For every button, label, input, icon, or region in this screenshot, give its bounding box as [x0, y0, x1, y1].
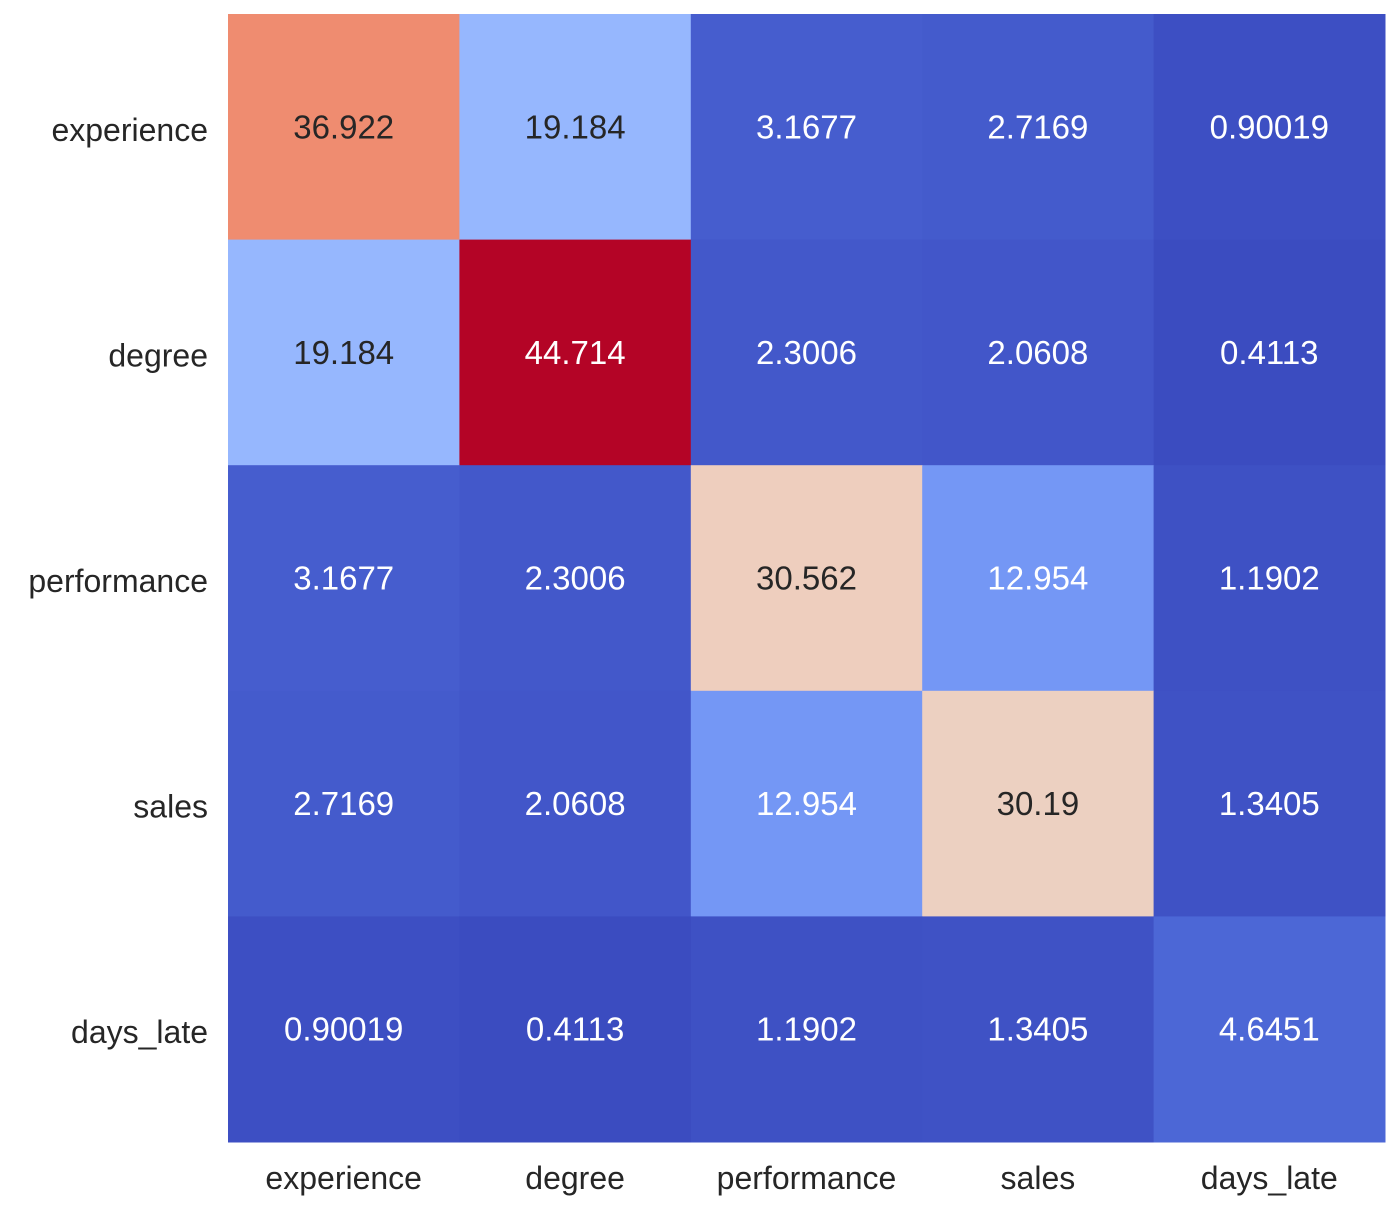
heatmap-cell-sales-days_late — [1153, 690, 1386, 917]
cell-value-performance-sales: 12.954 — [987, 560, 1088, 597]
cell-value-days_late-degree: 0.4113 — [526, 1011, 624, 1048]
x-tick-label-days_late: days_late — [1201, 1160, 1338, 1196]
heatmap-cell-degree-days_late — [1153, 239, 1386, 466]
cell-value-days_late-days_late: 4.6451 — [1219, 1011, 1320, 1048]
heatmap-cell-days_late-performance — [690, 916, 923, 1143]
cell-value-sales-degree: 2.0608 — [525, 785, 626, 822]
heatmap-cell-sales-performance — [690, 690, 923, 917]
x-tick-label-experience: experience — [265, 1160, 422, 1196]
heatmap-cell-experience-sales — [922, 14, 1155, 241]
y-axis-tick-labels: experience degree performance sales days_lat… — [28, 112, 208, 1050]
heatmap-cell-performance-days_late — [1153, 465, 1386, 692]
cell-value-experience-days_late: 0.90019 — [1210, 108, 1329, 145]
cell-value-degree-experience: 19.184 — [293, 334, 394, 371]
heatmap-cell-experience-experience — [228, 14, 460, 241]
cell-value-degree-performance: 2.3006 — [756, 334, 857, 371]
y-tick-label-degree: degree — [108, 337, 208, 373]
cell-value-experience-experience: 36.922 — [293, 108, 394, 145]
heatmap-cell-performance-sales — [922, 465, 1155, 692]
heatmap-cell-performance-performance — [690, 465, 923, 692]
cell-value-sales-experience: 2.7169 — [293, 785, 394, 822]
cell-value-degree-days_late: 0.4113 — [1220, 334, 1318, 371]
heatmap-cell-days_late-degree — [459, 916, 692, 1143]
heatmap-cell-sales-sales — [922, 690, 1155, 917]
heatmap-cell-experience-days_late — [1153, 14, 1386, 241]
cell-annotations: 36.922 19.184 3.1677 2.7169 0.90019 19.184 44.… — [284, 108, 1329, 1047]
cell-value-experience-degree: 19.184 — [525, 108, 626, 145]
cell-value-sales-performance: 12.954 — [756, 785, 857, 822]
y-tick-label-sales: sales — [133, 789, 208, 825]
cell-value-days_late-experience: 0.90019 — [284, 1011, 403, 1048]
x-axis-tick-labels: experience degree performance sales days_lat… — [265, 1160, 1337, 1196]
heatmap-cell-degree-performance — [690, 239, 923, 466]
x-tick-label-degree: degree — [525, 1160, 625, 1196]
cell-value-sales-sales: 30.19 — [997, 785, 1080, 822]
x-tick-label-performance: performance — [717, 1160, 897, 1196]
heatmap-cell-days_late-days_late — [1153, 916, 1386, 1143]
heatmap-cell-degree-degree — [459, 239, 692, 466]
cell-value-performance-degree: 2.3006 — [525, 560, 626, 597]
heatmap-cell-performance-experience — [228, 465, 460, 692]
y-tick-label-days_late: days_late — [71, 1014, 208, 1050]
heatmap-cell-days_late-experience — [228, 916, 460, 1143]
y-tick-label-experience: experience — [51, 112, 208, 148]
cell-value-degree-sales: 2.0608 — [987, 334, 1088, 371]
x-tick-label-sales: sales — [1001, 1160, 1076, 1196]
heatmap-cell-experience-degree — [459, 14, 692, 241]
cell-value-performance-days_late: 1.1902 — [1219, 560, 1320, 597]
cell-value-days_late-sales: 1.3405 — [987, 1011, 1088, 1048]
cell-value-days_late-performance: 1.1902 — [756, 1011, 857, 1048]
cell-value-experience-performance: 3.1677 — [756, 108, 857, 145]
cell-value-performance-experience: 3.1677 — [293, 560, 394, 597]
heatmap-cell-sales-experience — [228, 690, 460, 917]
y-tick-label-performance: performance — [28, 563, 208, 599]
heatmap-cell-performance-degree — [459, 465, 692, 692]
heatmap-cell-sales-degree — [459, 690, 692, 917]
heatmap-cell-degree-experience — [228, 239, 460, 466]
cell-value-experience-sales: 2.7169 — [987, 108, 1088, 145]
cell-value-performance-performance: 30.562 — [756, 560, 857, 597]
cell-value-sales-days_late: 1.3405 — [1219, 785, 1320, 822]
cell-value-degree-degree: 44.714 — [525, 334, 626, 371]
heatmap-cell-experience-performance — [690, 14, 923, 241]
heatmap-cells — [228, 14, 1386, 1143]
heatmap-cell-days_late-sales — [922, 916, 1155, 1143]
heatmap-cell-degree-sales — [922, 239, 1155, 466]
